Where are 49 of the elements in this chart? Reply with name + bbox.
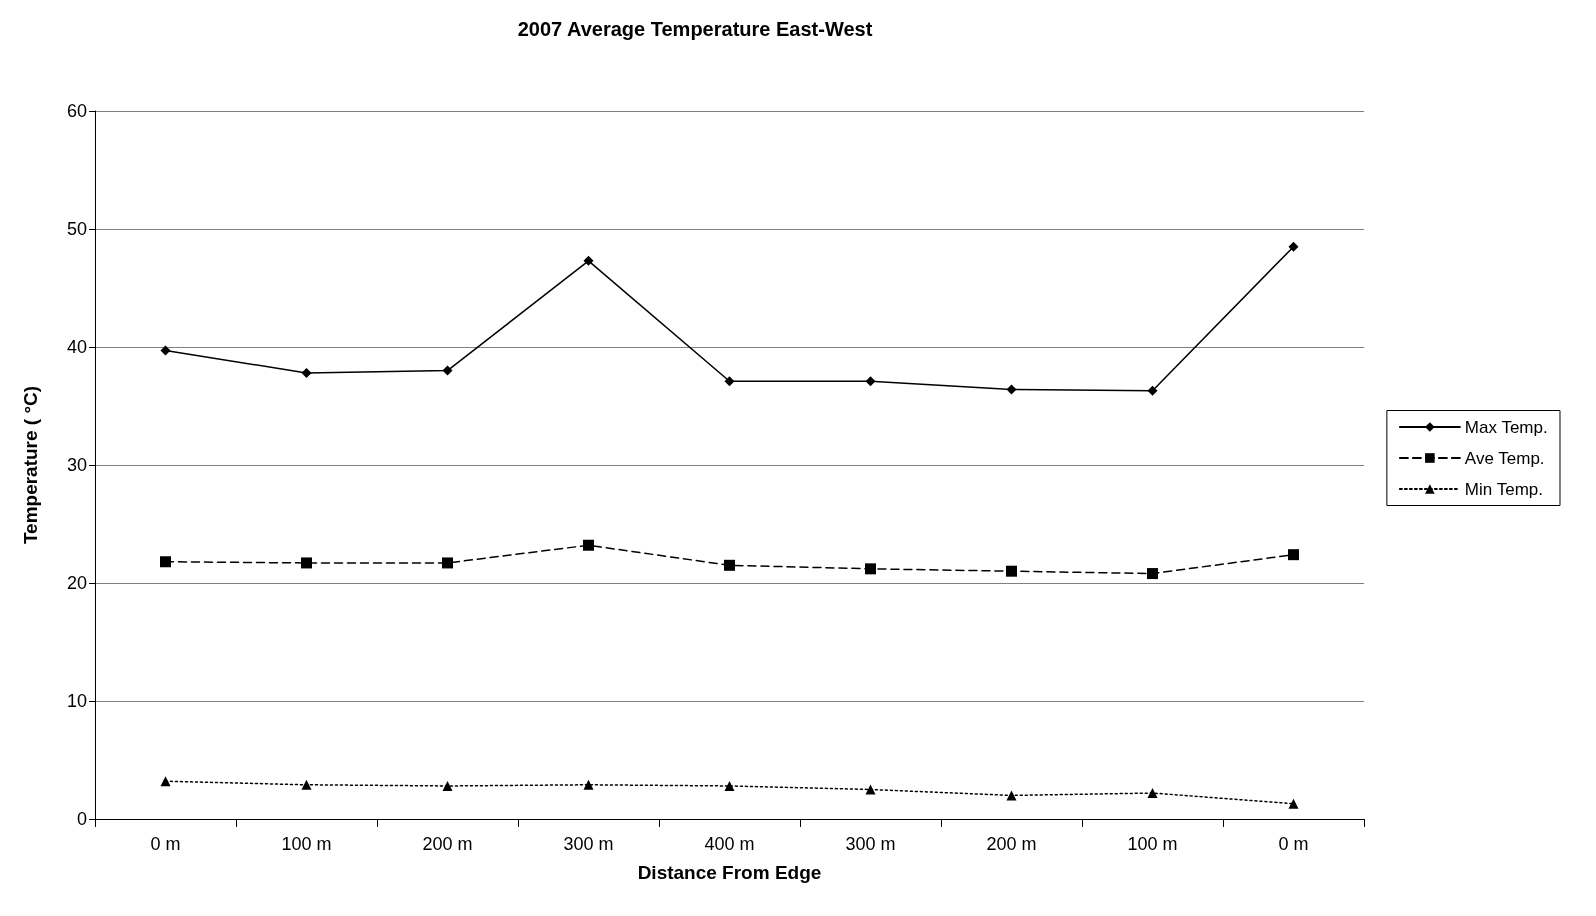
point bbox=[301, 779, 312, 790]
y-tick-label: 40 bbox=[66, 337, 87, 357]
x-tick-label: 100 m bbox=[1127, 834, 1178, 854]
y-axis-title: Temperature ( °C) bbox=[20, 385, 41, 545]
point bbox=[583, 779, 594, 790]
point bbox=[583, 539, 594, 551]
y-tick-label: 20 bbox=[66, 573, 87, 593]
x-tick-label: 200 m bbox=[422, 834, 473, 854]
point bbox=[160, 776, 171, 787]
point bbox=[160, 556, 171, 568]
chart-title: 2007 Average Temperature East-West bbox=[517, 18, 873, 40]
point bbox=[1288, 798, 1299, 809]
point bbox=[442, 557, 453, 569]
point bbox=[583, 255, 594, 266]
y-tick-label: 60 bbox=[66, 101, 87, 121]
point bbox=[442, 365, 453, 376]
point bbox=[1006, 384, 1017, 395]
point bbox=[301, 367, 312, 378]
point bbox=[865, 563, 876, 575]
y-tick-label: 50 bbox=[66, 219, 87, 239]
point bbox=[724, 559, 735, 571]
x-axis-title: Distance From Edge bbox=[637, 862, 822, 883]
x-tick-label: 300 m bbox=[845, 834, 896, 854]
point bbox=[865, 376, 876, 387]
point bbox=[1006, 565, 1017, 577]
point bbox=[865, 784, 876, 795]
y-tick-label: 10 bbox=[66, 691, 87, 711]
x-tick-label: 0 m bbox=[1278, 834, 1309, 854]
point bbox=[1147, 788, 1158, 799]
point bbox=[1288, 549, 1299, 561]
y-tick-label: 0 bbox=[76, 809, 87, 829]
point bbox=[1147, 385, 1158, 396]
point bbox=[1288, 241, 1299, 252]
legend-label: Ave Temp. bbox=[1464, 448, 1545, 468]
legend-label: Max Temp. bbox=[1464, 417, 1548, 437]
y-tick-label: 30 bbox=[66, 455, 87, 475]
point bbox=[724, 780, 735, 791]
point bbox=[1147, 568, 1158, 580]
x-tick-label: 0 m bbox=[150, 834, 181, 854]
x-tick-label: 400 m bbox=[704, 834, 755, 854]
x-tick-label: 300 m bbox=[563, 834, 614, 854]
point bbox=[301, 557, 312, 569]
point bbox=[724, 376, 735, 387]
x-tick-label: 200 m bbox=[986, 834, 1037, 854]
x-tick-label: 100 m bbox=[281, 834, 332, 854]
point bbox=[1006, 790, 1017, 801]
point bbox=[160, 345, 171, 356]
point bbox=[442, 780, 453, 791]
legend-label: Min Temp. bbox=[1464, 479, 1543, 499]
